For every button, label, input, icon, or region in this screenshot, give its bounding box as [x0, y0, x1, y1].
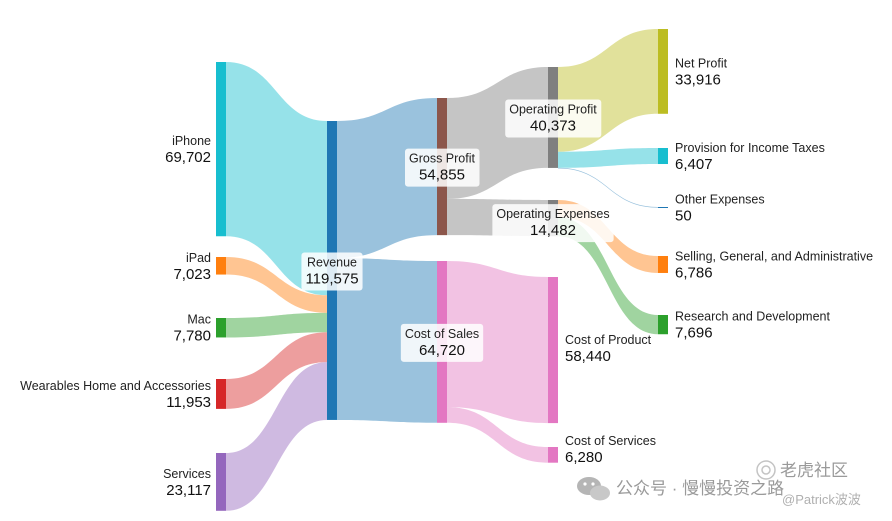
sankey-node-net-profit [658, 29, 668, 114]
sankey-link-operating-profit-to-provision-taxes [558, 148, 658, 168]
node-value-revenue: 119,575 [305, 270, 358, 287]
sankey-link-wearables-to-revenue [226, 332, 327, 409]
node-label-box-gross-profit [405, 148, 480, 187]
sankey-link-operating-profit-to-other-expenses [558, 167, 658, 208]
node-name-mac: Mac [187, 313, 211, 327]
node-value-mac: 7,780 [173, 328, 211, 345]
node-value-net-profit: 33,916 [675, 71, 721, 88]
sankey-node-other-expenses [658, 207, 668, 208]
node-name-other-expenses: Other Expenses [675, 193, 765, 207]
sankey-node-mac [216, 318, 226, 338]
sankey-link-mac-to-revenue [226, 312, 327, 338]
node-value-other-expenses: 50 [675, 208, 692, 225]
node-name-net-profit: Net Profit [675, 56, 728, 70]
node-label-box-revenue [301, 252, 363, 291]
sankey-link-operating-expenses-to-rnd [558, 216, 658, 335]
sankey-node-rnd [658, 315, 668, 335]
node-name-provision-taxes: Provision for Income Taxes [675, 141, 825, 155]
node-name-cost-of-product: Cost of Product [565, 333, 652, 347]
node-value-iphone: 69,702 [165, 149, 211, 166]
node-value-gross-profit: 54,855 [419, 167, 465, 184]
node-name-ipad: iPad [186, 251, 211, 265]
sankey-node-sga [658, 256, 668, 273]
community-watermark-text: 老虎社区 [780, 461, 848, 480]
node-name-cost-of-services: Cost of Services [565, 434, 656, 448]
node-value-operating-profit: 40,373 [530, 117, 576, 134]
sankey-link-iphone-to-revenue [226, 62, 327, 296]
handle-watermark-text: @Patrick波波 [782, 492, 861, 507]
node-name-sga: Selling, General, and Administrative [675, 249, 873, 263]
node-value-services: 23,117 [166, 482, 211, 499]
sankey-node-cost-of-services [548, 447, 558, 463]
node-value-sga: 6,786 [675, 264, 713, 281]
sankey-link-services-to-revenue [226, 362, 327, 511]
node-label-box-operating-profit [505, 99, 602, 138]
node-name-iphone: iPhone [172, 134, 211, 148]
watermark: 公众号 · 慢慢投资之路 老虎社区 @Patrick波波 [577, 460, 861, 507]
node-name-gross-profit: Gross Profit [409, 152, 476, 166]
node-value-ipad: 7,023 [173, 266, 211, 283]
sankey-link-cost-of-sales-to-cost-of-services [447, 407, 548, 463]
node-label-box-cost-of-sales [400, 323, 484, 362]
node-value-operating-expenses: 14,482 [530, 222, 576, 239]
node-value-provision-taxes: 6,407 [675, 156, 713, 173]
node-name-operating-expenses: Operating Expenses [496, 207, 609, 221]
node-name-rnd: Research and Development [675, 310, 830, 324]
sankey-node-provision-taxes [658, 148, 668, 165]
sankey-node-ipad [216, 257, 226, 275]
node-name-revenue: Revenue [307, 255, 357, 269]
sankey-link-ipad-to-revenue [226, 257, 327, 313]
node-name-cost-of-sales: Cost of Sales [405, 327, 479, 341]
node-name-services: Services [163, 467, 211, 481]
wechat-logo-icon [577, 477, 610, 501]
sankey-node-wearables [216, 379, 226, 409]
node-name-operating-profit: Operating Profit [509, 102, 597, 116]
sankey-link-revenue-to-gross-profit [337, 98, 437, 259]
tiger-logo-icon [756, 460, 776, 480]
node-value-cost-of-sales: 64,720 [419, 342, 465, 359]
sankey-node-services [216, 453, 226, 511]
node-label-sga: Selling, General, and Administrative6,78… [675, 249, 873, 281]
node-value-cost-of-product: 58,440 [565, 348, 611, 365]
sankey-link-revenue-to-cost-of-sales [337, 258, 437, 423]
node-value-rnd: 7,696 [675, 325, 713, 342]
sankey-node-iphone [216, 62, 226, 237]
wechat-watermark-text: 公众号 · 慢慢投资之路 [616, 478, 784, 498]
node-value-wearables: 11,953 [166, 394, 211, 411]
node-name-wearables: Wearables Home and Accessories [20, 379, 211, 393]
node-label-box-operating-expenses [492, 204, 614, 243]
node-value-cost-of-services: 6,280 [565, 449, 603, 466]
sankey-link-cost-of-sales-to-cost-of-product [447, 261, 548, 424]
sankey-node-cost-of-product [548, 277, 558, 424]
